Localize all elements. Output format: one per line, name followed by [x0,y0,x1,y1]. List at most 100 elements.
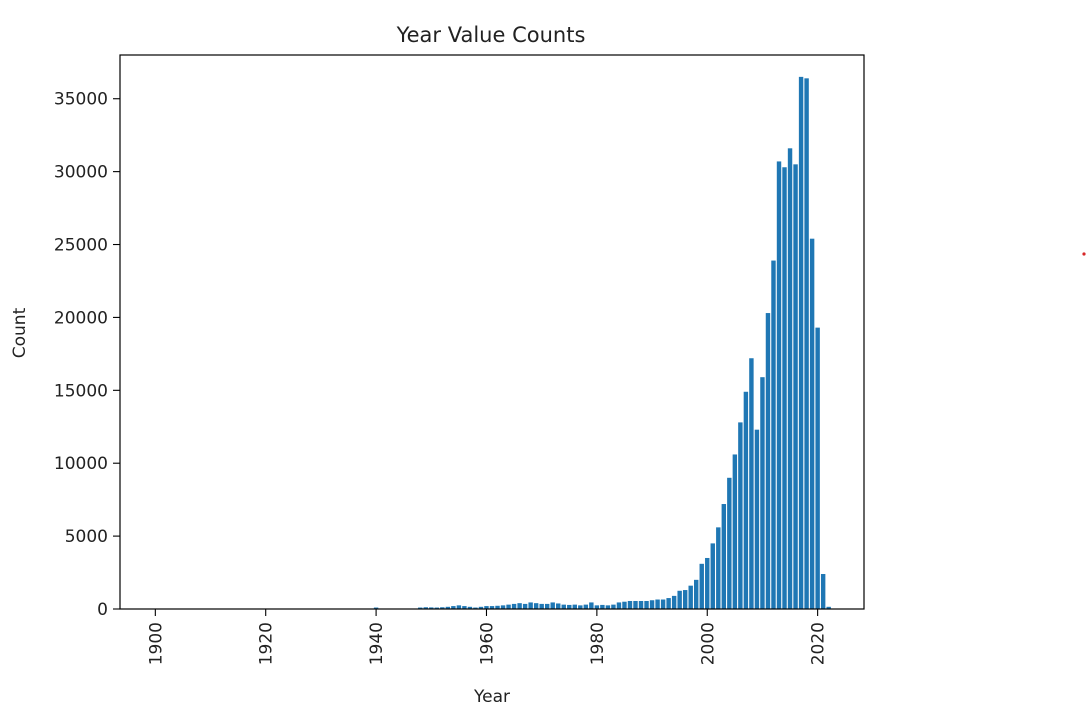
bar-1993 [666,598,671,609]
plot-frame [119,54,865,610]
bar-2017 [798,76,804,610]
bar-1988 [638,600,644,609]
bar-1982 [605,605,611,609]
bar-1951 [434,607,440,609]
bar-1948 [418,607,423,609]
bar-2015 [787,148,793,609]
bar-1964 [506,604,511,609]
bar-1971 [544,603,550,609]
y-axis-label: Count [10,307,30,358]
bar-1997 [688,585,693,609]
bar-2008 [749,358,754,609]
bar-1999 [699,563,704,609]
bar-2016 [793,164,798,609]
bar-1985 [622,601,627,609]
y-tick-label: 0 [97,600,108,620]
bar-1963 [500,605,506,609]
x-tick-label: 1960 [477,622,497,665]
x-axis-label: Year [473,687,510,707]
bar-1967 [522,603,528,609]
bar-1995 [677,590,682,609]
bar-2012 [771,260,776,609]
bar-2019 [809,238,815,609]
bar-2018 [804,78,809,609]
y-tick-label: 20000 [54,308,108,328]
bar-1969 [533,603,539,609]
bar-1975 [567,604,572,609]
bar-1998 [694,579,699,609]
bar-1959 [478,606,484,609]
y-tick-label: 10000 [54,454,108,474]
x-axis: 1900 1920 1940 1960 1980 2000 2020 [146,609,829,665]
bar-1984 [616,602,622,609]
bar-1952 [440,607,445,609]
bar-2013 [776,161,782,609]
bar-1958 [473,607,478,609]
bar-1965 [511,603,517,609]
bar-1960 [484,606,489,609]
bar-1976 [572,604,577,609]
bar-1962 [495,605,500,609]
y-tick-label: 5000 [65,527,108,547]
bar-1970 [539,603,544,609]
bar-1980 [594,605,600,609]
bar-1940 [373,607,379,609]
y-tick-label: 25000 [54,236,108,256]
y-tick-label: 15000 [54,381,108,401]
bar-1987 [633,600,638,609]
bar-1991 [655,599,660,609]
bar-1992 [660,599,666,609]
bar-1954 [451,606,456,609]
bar-1949 [423,607,428,609]
bar-1966 [517,603,522,609]
x-tick-label: 2000 [698,622,718,665]
bar-1961 [489,606,495,609]
bar-2014 [782,167,787,609]
bar-series [153,76,831,610]
bar-1977 [578,605,583,609]
x-tick-label: 1980 [588,622,608,665]
bar-2020 [815,327,820,609]
bar-2011 [765,313,771,609]
x-tick-label: 1940 [367,622,387,665]
bar-2010 [760,377,765,609]
bar-2007 [743,391,749,609]
bar-2005 [732,454,738,609]
x-tick-label: 1900 [146,622,166,665]
bar-1950 [429,607,434,609]
bar-1953 [445,606,451,609]
bar-1956 [462,606,467,609]
bar-1973 [556,603,561,609]
bar-1974 [561,604,566,609]
y-tick-label: 35000 [54,90,108,110]
bar-1981 [600,604,605,609]
chart-title: Year Value Counts [396,23,586,47]
bar-2000 [705,557,710,609]
bar-2021 [820,574,826,609]
bar-1989 [644,600,649,609]
bar-1972 [550,602,555,609]
bar-1983 [611,604,616,609]
bar-1994 [671,595,677,609]
bar-2004 [727,477,732,609]
x-tick-label: 2020 [809,622,829,665]
bar-2003 [721,504,727,609]
bar-2009 [754,429,760,609]
bar-1957 [467,606,473,609]
y-tick-label: 30000 [54,163,108,183]
bar-1990 [649,600,655,609]
bar-2006 [738,422,743,609]
bar-1978 [583,604,589,609]
bar-2002 [716,527,721,609]
bar-2022 [826,606,831,609]
bar-1996 [682,590,688,609]
bar-1979 [589,602,594,609]
bar-1968 [528,602,533,609]
bar-1955 [456,605,462,609]
bar-2001 [710,543,715,609]
y-axis: 0 5000 10000 15000 20000 25000 30000 35000 [54,90,120,620]
bar-1986 [627,600,633,609]
x-tick-label: 1920 [257,622,277,665]
red-dot-marker [1082,252,1086,256]
